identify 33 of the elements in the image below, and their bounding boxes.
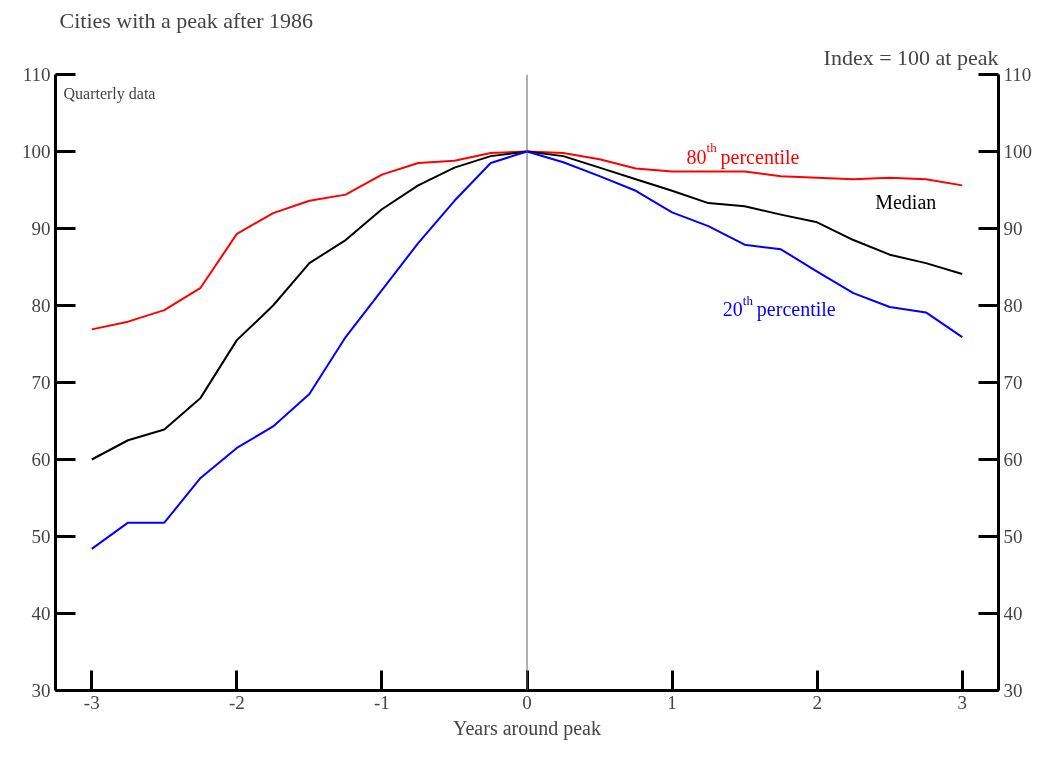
y-tick-label: 90 bbox=[31, 218, 51, 239]
y-tick-label: 100 bbox=[22, 141, 51, 162]
y-tick-label: 80 bbox=[31, 295, 51, 316]
y2-tick-label: 110 bbox=[1003, 64, 1032, 85]
y2-tick-label: 60 bbox=[1003, 449, 1023, 470]
x-tick-label: 0 bbox=[522, 691, 532, 713]
x-tick-label: 3 bbox=[957, 691, 967, 713]
y2-tick-label: 70 bbox=[1003, 372, 1023, 393]
y2-tick-label: 90 bbox=[1003, 218, 1023, 239]
x-tick-label: -2 bbox=[228, 691, 245, 713]
line-series bbox=[90, 150, 964, 550]
x-tick-label: 2 bbox=[812, 691, 822, 713]
y-tick-label: 60 bbox=[31, 449, 51, 470]
line-series bbox=[90, 150, 964, 461]
y2-tick-label: 50 bbox=[1003, 526, 1023, 547]
x-tick-label: -3 bbox=[83, 691, 100, 713]
y2-tick-label: 100 bbox=[1003, 141, 1032, 162]
chart-title: Cities with a peak after 1986 bbox=[59, 7, 314, 33]
x-axis-title: Years around peak bbox=[453, 716, 601, 740]
y-tick-label: 70 bbox=[31, 372, 51, 393]
y-tick-label: 40 bbox=[31, 603, 51, 624]
y-tick-label: 30 bbox=[31, 680, 51, 701]
series-label: Median bbox=[875, 190, 937, 213]
y-tick-label: 50 bbox=[31, 526, 51, 547]
text: Index = 100 at peak bbox=[823, 44, 999, 70]
y2-tick-label: 30 bbox=[1003, 680, 1023, 701]
y2-tick-label: 80 bbox=[1003, 295, 1023, 316]
line-series bbox=[90, 150, 964, 331]
y2-tick-label: 40 bbox=[1003, 603, 1023, 624]
annotation: Quarterly data bbox=[63, 84, 156, 103]
y-tick-label: 110 bbox=[22, 64, 51, 85]
x-tick-label: 1 bbox=[667, 691, 677, 713]
x-tick-label: -1 bbox=[374, 691, 390, 713]
